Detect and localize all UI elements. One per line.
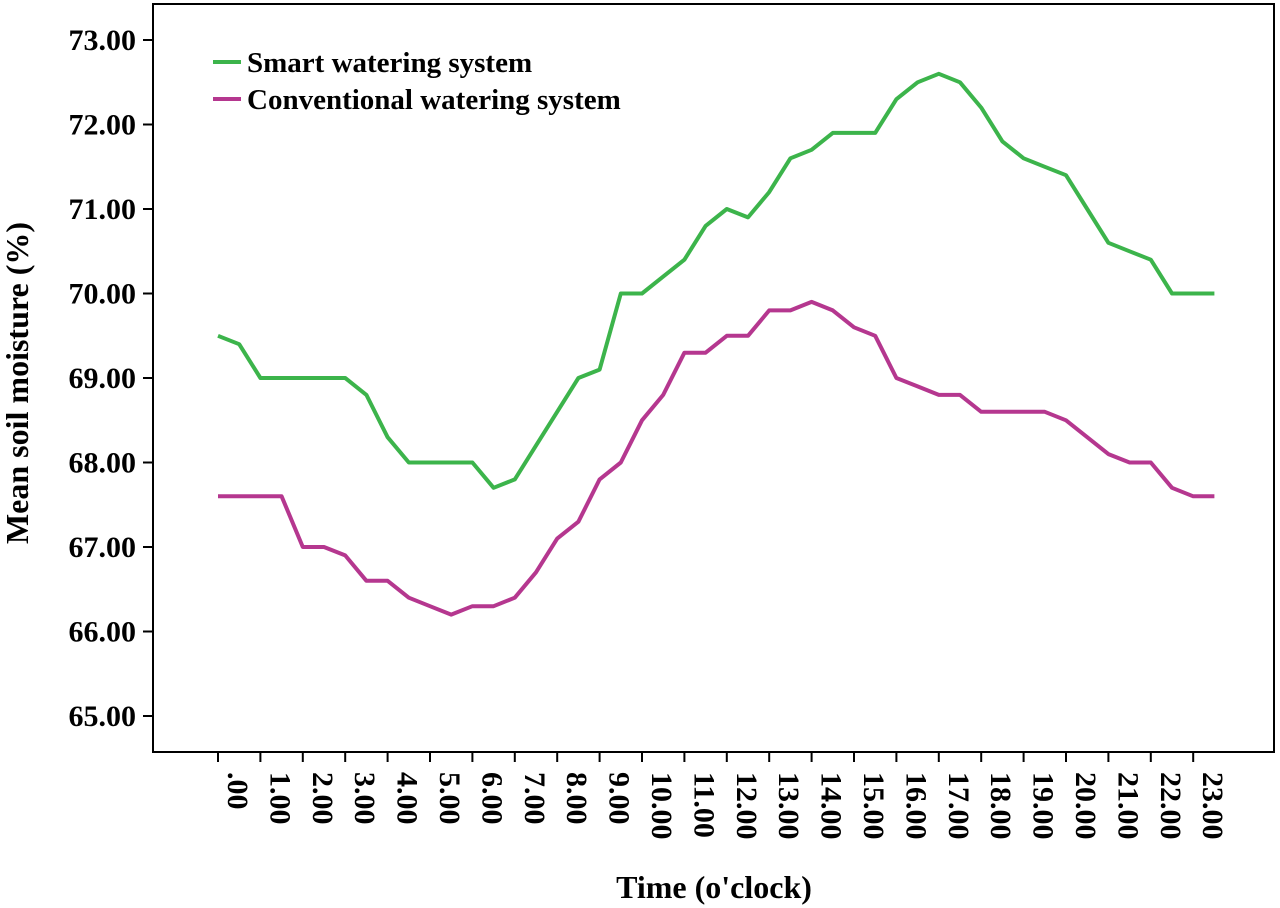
x-tick-label: 22.00 xyxy=(1154,772,1187,840)
y-tick-label: 66.00 xyxy=(69,616,137,649)
x-tick-label: 3.00 xyxy=(348,772,381,825)
x-tick-label: 1.00 xyxy=(263,772,296,825)
x-tick-label: 13.00 xyxy=(772,772,805,840)
x-tick-label: 7.00 xyxy=(518,772,551,825)
legend: Smart watering system Conventional water… xyxy=(213,47,621,116)
x-tick-label: 15.00 xyxy=(857,772,890,840)
legend-label-smart: Smart watering system xyxy=(247,47,532,79)
x-tick-label: 14.00 xyxy=(815,772,848,840)
x-tick-label: 11.00 xyxy=(687,772,720,838)
x-tick-label: 20.00 xyxy=(1069,772,1102,840)
y-tick-label: 73.00 xyxy=(69,24,137,57)
x-tick-label: 9.00 xyxy=(603,772,636,825)
y-tick-label: 69.00 xyxy=(69,362,137,395)
x-tick-label: 5.00 xyxy=(433,772,466,825)
x-tick-label: 21.00 xyxy=(1111,772,1144,840)
x-tick-label: 10.00 xyxy=(645,772,678,840)
x-tick-label: 17.00 xyxy=(942,772,975,840)
x-tick-label: 16.00 xyxy=(899,772,932,840)
y-tick-label: 71.00 xyxy=(69,193,137,226)
series-layer xyxy=(217,71,1215,617)
series-line-smart xyxy=(217,71,1215,490)
x-tick-label: .00 xyxy=(221,772,254,810)
y-tick-label: 67.00 xyxy=(69,531,137,564)
y-tick-label: 72.00 xyxy=(69,109,137,142)
x-tick-label: 6.00 xyxy=(475,772,508,825)
y-tick-label: 65.00 xyxy=(69,700,137,733)
series-line-conventional xyxy=(218,299,1215,617)
x-tick-label: 8.00 xyxy=(560,772,593,825)
x-tick-label: 2.00 xyxy=(306,772,339,825)
x-tick-label: 19.00 xyxy=(1027,772,1060,840)
y-axis-title: Mean soil moisture (%) xyxy=(0,222,35,544)
x-axis-title: Time (o'clock) xyxy=(616,869,812,905)
y-axis: 65.00 66.00 67.00 68.00 69.00 70.00 71.00 72.00… xyxy=(69,24,153,733)
x-tick-label: 23.00 xyxy=(1196,772,1229,840)
x-tick-label: 12.00 xyxy=(730,772,763,840)
x-axis: .00 1.00 2.00 3.00 4.00 5.00 6.00 7.00 8.00 9.00 1… xyxy=(217,752,1229,840)
x-tick-label: 4.00 xyxy=(391,772,424,825)
y-tick-label: 68.00 xyxy=(69,447,137,480)
x-tick-label: 18.00 xyxy=(984,772,1017,840)
legend-label-conventional: Conventional watering system xyxy=(247,84,621,116)
y-tick-label: 70.00 xyxy=(69,278,137,311)
